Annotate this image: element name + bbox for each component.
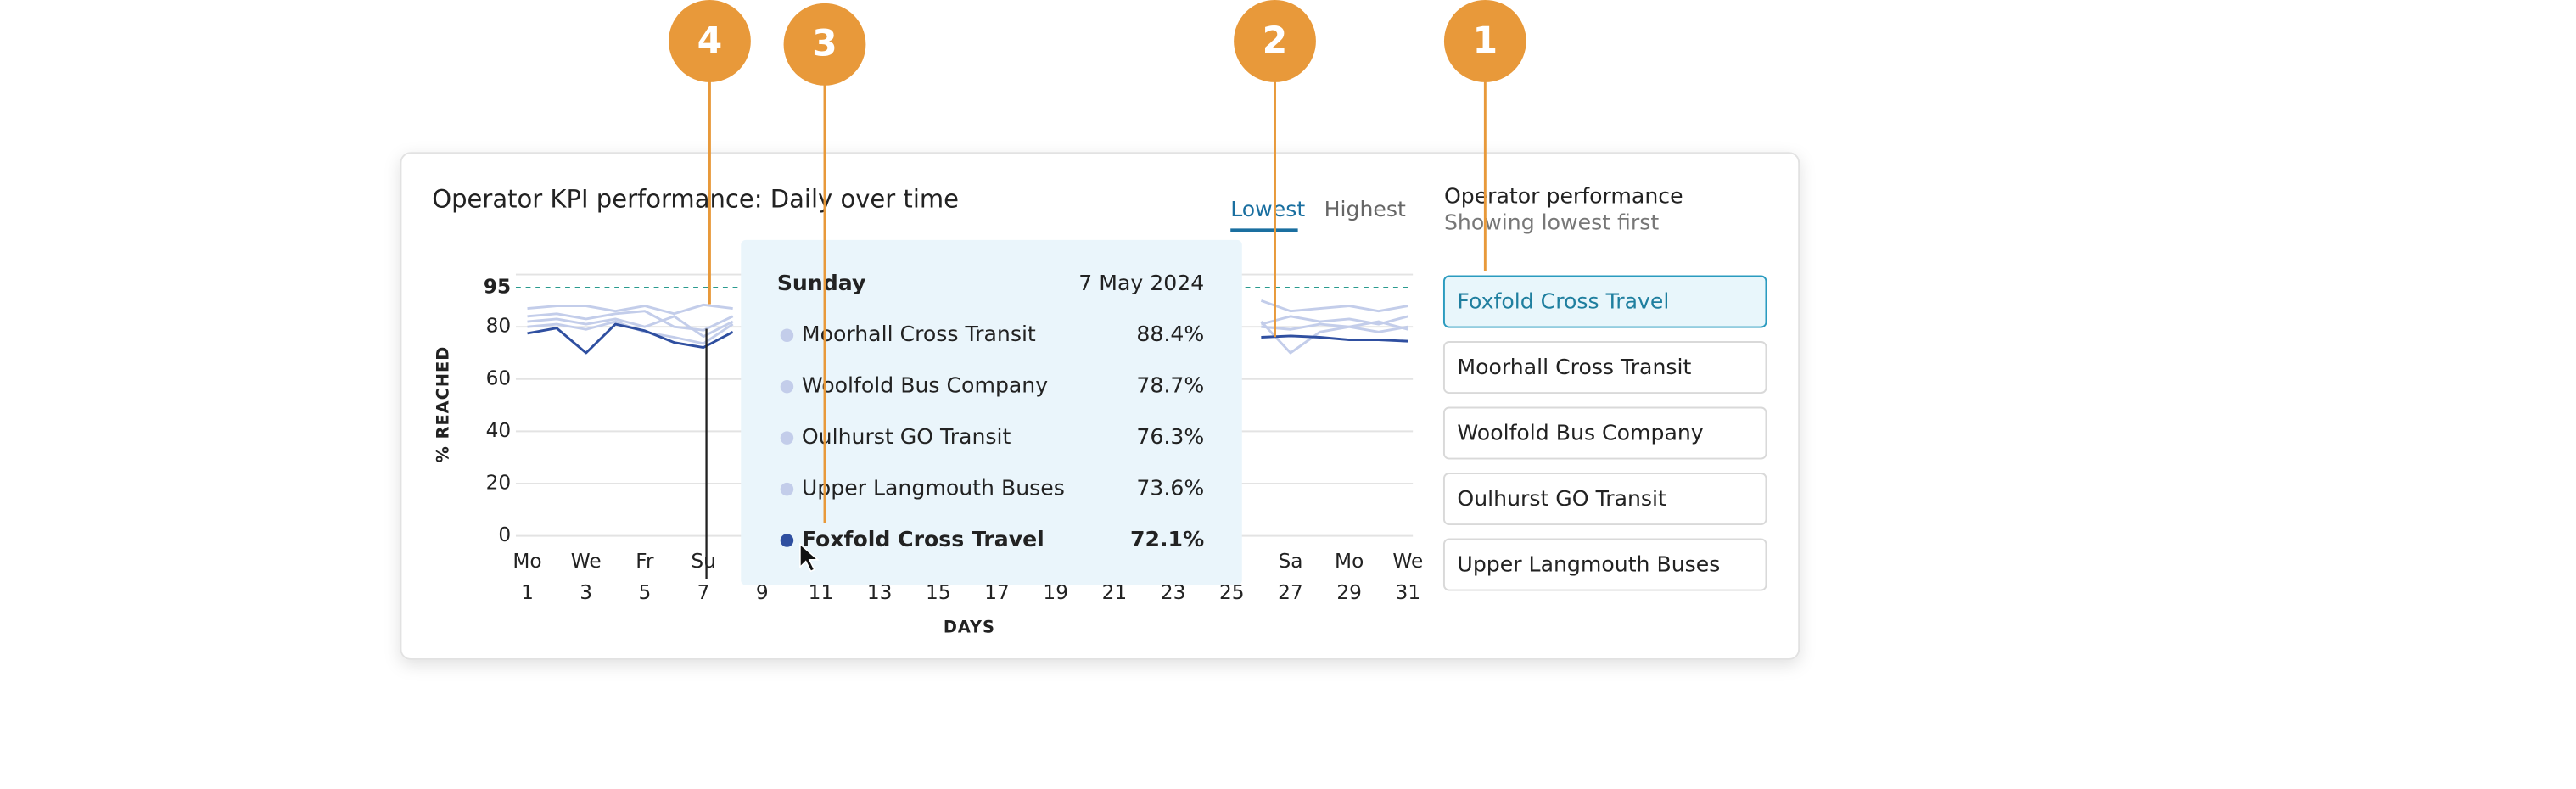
tooltip-dot — [780, 534, 794, 547]
tooltip-dot — [780, 328, 794, 342]
x-tick-label: 9 — [756, 581, 769, 604]
tab-highest[interactable]: Highest — [1324, 197, 1406, 221]
y-tick-label: 0 — [498, 523, 511, 546]
operator-button[interactable] — [1442, 406, 1767, 460]
callout-number: 2 — [1263, 20, 1288, 62]
operator-button[interactable] — [1442, 341, 1767, 394]
callouts: 4 3 2 1 — [669, 0, 1526, 523]
x-tick-label: 5 — [639, 581, 652, 604]
x-tick-label: 31 — [1396, 581, 1421, 604]
series-line — [527, 315, 1408, 339]
y-tick-label: 60 — [486, 367, 512, 389]
callout-circle — [1443, 0, 1526, 82]
callout-number: 4 — [697, 20, 723, 62]
operator-name[interactable]: Woolfold Bus Company — [1457, 420, 1703, 445]
tooltip-name: Upper Langmouth Buses — [802, 476, 1065, 501]
tooltip-date: 7 May 2024 — [1078, 271, 1204, 295]
callout-circle — [669, 0, 751, 82]
callout-circle — [1234, 0, 1316, 82]
operator-name[interactable]: Upper Langmouth Buses — [1457, 551, 1720, 576]
mouse-cursor — [799, 542, 820, 573]
panel-title: Operator performance — [1444, 183, 1683, 208]
operator-name[interactable]: Foxfold Cross Travel — [1457, 288, 1669, 313]
x-tick-weekday: Su — [691, 550, 715, 573]
tooltip-value: 88.4% — [1136, 322, 1204, 346]
y-tick-label: 20 — [486, 472, 512, 495]
operator-button[interactable] — [1442, 275, 1767, 328]
tooltip-name: Foxfold Cross Travel — [802, 527, 1044, 551]
tab-lowest[interactable]: Lowest — [1230, 197, 1305, 221]
callout-number: 3 — [812, 23, 837, 65]
x-tick-weekday: Fr — [636, 550, 654, 573]
tooltip-dot — [780, 482, 794, 496]
series-line — [527, 299, 1408, 316]
y-tick-label: 95 — [484, 275, 511, 298]
x-tick-label: 27 — [1278, 581, 1303, 604]
x-tick-weekday: We — [571, 550, 602, 573]
tooltip-value: 76.3% — [1136, 424, 1204, 449]
chart-title: Operator KPI performance: Daily over tim… — [432, 184, 959, 213]
tooltip-dot — [780, 431, 794, 445]
tooltip: Sunday 7 May 2024 Moorhall Cross Transit… — [741, 239, 1242, 585]
x-tick-label: 29 — [1336, 581, 1362, 604]
y-axis-label: % REACHED — [433, 346, 452, 463]
tooltip-value: 72.1% — [1130, 527, 1204, 551]
operator-list: Foxfold Cross Travel Moorhall Cross Trans… — [1442, 275, 1767, 591]
x-tick-weekday: Mo — [1335, 550, 1364, 573]
tooltip-weekday: Sunday — [777, 271, 866, 295]
x-tick-weekday: Mo — [512, 550, 541, 573]
series-line — [527, 322, 1408, 355]
x-tick-weekday: We — [1392, 550, 1423, 573]
tooltip-name: Moorhall Cross Transit — [802, 322, 1036, 346]
y-tick-label: 80 — [486, 315, 512, 338]
x-tick-label: 3 — [580, 581, 592, 604]
x-tick-label: 7 — [697, 581, 710, 604]
operator-name[interactable]: Moorhall Cross Transit — [1457, 355, 1691, 379]
tooltip-box — [741, 239, 1242, 585]
operator-button[interactable] — [1442, 473, 1767, 526]
x-axis-label: DAYS — [944, 618, 995, 637]
tooltip-name: Woolfold Bus Company — [802, 373, 1048, 398]
operator-name[interactable]: Oulhurst GO Transit — [1457, 486, 1666, 511]
tooltip-name: Oulhurst GO Transit — [802, 424, 1011, 449]
callout-circle — [783, 3, 866, 86]
callout-number: 1 — [1473, 20, 1498, 62]
x-tick-weekday: Sa — [1278, 550, 1302, 573]
tooltip-dot — [780, 379, 794, 394]
operator-button[interactable] — [1442, 538, 1767, 591]
tooltip-value: 78.7% — [1136, 373, 1204, 398]
x-tick-label: 1 — [521, 581, 534, 604]
tooltip-value: 73.6% — [1136, 476, 1204, 501]
panel-subtitle: Showing lowest first — [1444, 210, 1659, 234]
y-tick-label: 40 — [486, 419, 512, 442]
